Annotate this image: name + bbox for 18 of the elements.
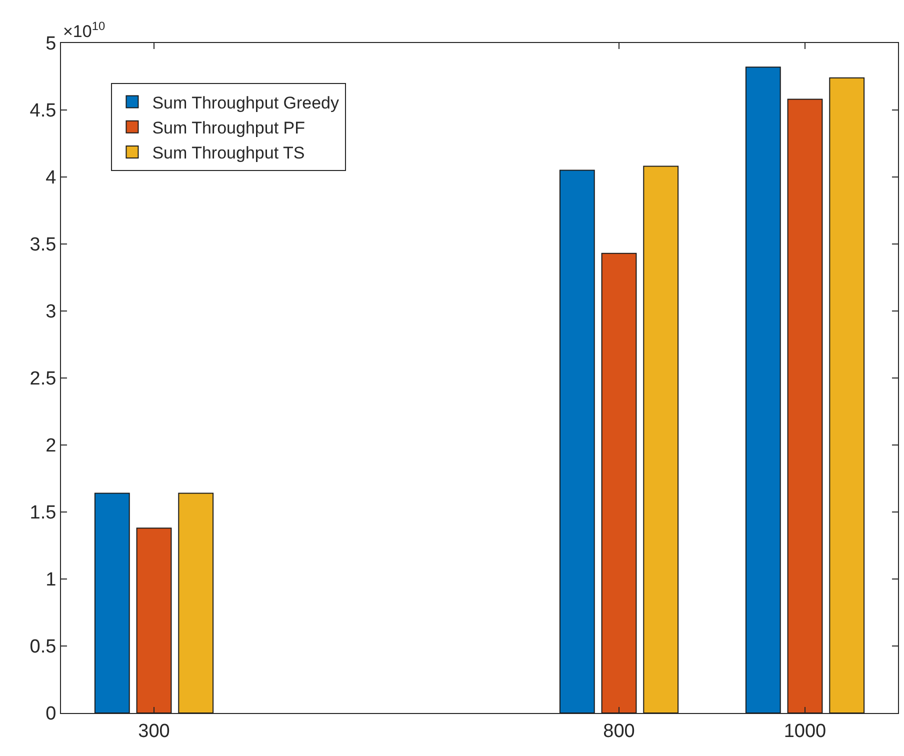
- y-tick-label: 2.5: [30, 368, 56, 390]
- y-tick-label: 1: [46, 570, 56, 591]
- y-tick-label: 5: [46, 34, 56, 55]
- y-tick-label: 1.5: [30, 502, 56, 524]
- x-tick-label: 300: [138, 720, 170, 742]
- text: ×10$^{10}$: [63, 19, 106, 42]
- legend-label: Sum Throughput Greedy: [152, 93, 340, 112]
- y-tick-label: 0.5: [30, 636, 56, 658]
- x-tick-label: 1000: [784, 720, 826, 742]
- y-tick-label: 3: [46, 302, 56, 323]
- y-tick-label: 2: [46, 436, 56, 457]
- y-tick-label: 4.5: [30, 100, 56, 122]
- y-tick-label: 3.5: [30, 234, 56, 256]
- y-tick-label: 4: [46, 168, 57, 189]
- legend-label: Sum Throughput TS: [152, 144, 305, 163]
- legend-label: Sum Throughput PF: [152, 118, 305, 138]
- y-tick-label: 0: [46, 704, 56, 725]
- x-tick-label: 800: [603, 720, 635, 742]
